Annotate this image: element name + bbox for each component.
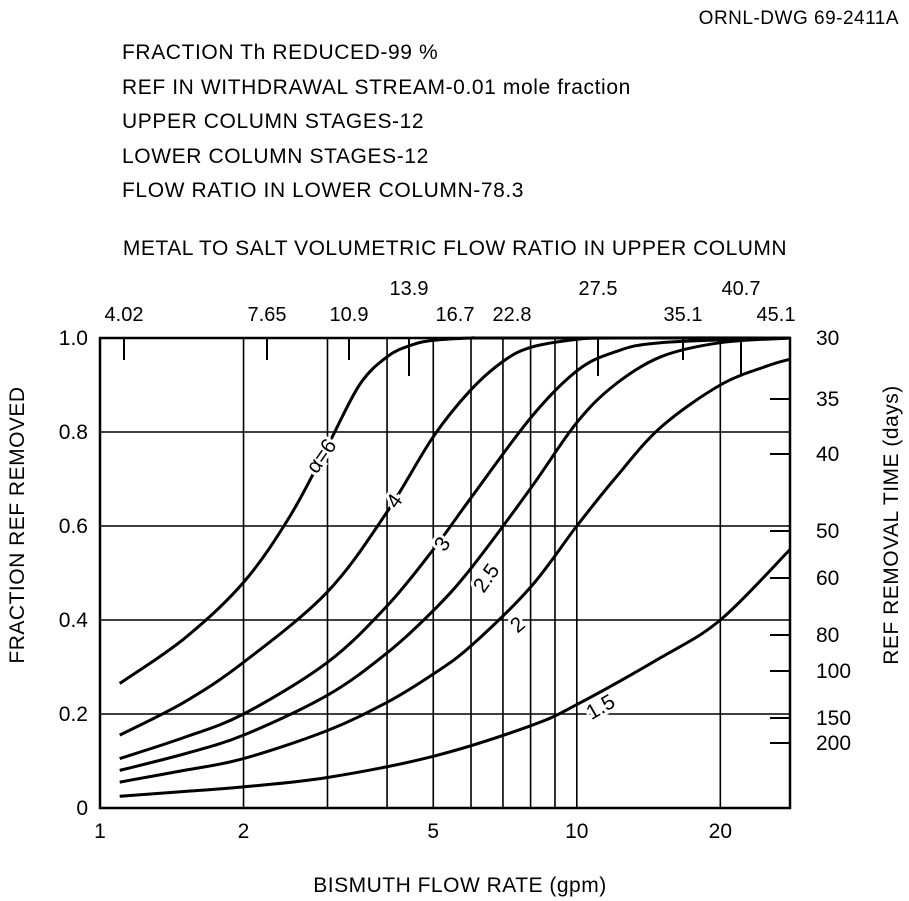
y2-axis-title: REF REMOVAL TIME (days): [880, 385, 903, 665]
top-axis-label: 10.9: [330, 304, 369, 326]
x-tick-label: 20: [709, 820, 732, 843]
right-axis-label: 80: [816, 624, 839, 647]
right-axis-label: 200: [816, 732, 851, 755]
param-upper-stages: UPPER COLUMN STAGES-12: [122, 110, 425, 133]
top-axis-label: 7.65: [248, 304, 287, 326]
y-tick-label: 0.8: [59, 421, 88, 444]
top-axis-label: 45.1: [757, 304, 796, 326]
x-tick-label: 10: [565, 820, 588, 843]
right-axis-label: 30: [816, 327, 839, 350]
right-axis-label: 35: [816, 388, 839, 411]
top-axis-label: 16.7: [436, 304, 475, 326]
param-fraction-th-reduced: FRACTION Th REDUCED-99 %: [122, 41, 439, 64]
series-label: 1.5: [582, 690, 619, 725]
top-axis-label: 13.9: [390, 278, 429, 300]
right-axis-label: 60: [816, 567, 839, 590]
series-label: 2: [506, 612, 530, 637]
curve-series-5: [119, 357, 791, 784]
x-tick-label: 2: [238, 820, 250, 843]
x-tick-label: 5: [427, 820, 439, 843]
x-axis-title: BISMUTH FLOW RATE (gpm): [313, 874, 606, 897]
curve-series-1: [118, 336, 790, 685]
top-axis-label: 40.7: [722, 278, 761, 300]
y-tick-label: 0.6: [59, 515, 88, 538]
param-flow-ratio-lower: FLOW RATIO IN LOWER COLUMN-78.3: [122, 179, 525, 202]
drawing-number: ORNL-DWG 69-2411A: [698, 8, 899, 29]
top-axis: 4.02 7.65 10.9 13.9 16.7 22.8 27.5 35.1 40.7 45.1: [105, 278, 796, 376]
top-axis-label: 35.1: [664, 304, 703, 326]
y-tick-label: 0: [76, 797, 88, 820]
y-tick-label: 1.0: [59, 327, 88, 350]
curve-series-6: [119, 548, 792, 798]
top-axis-title: METAL TO SALT VOLUMETRIC FLOW RATIO IN U…: [123, 237, 787, 260]
right-axis-label: 100: [816, 660, 851, 683]
right-axis-label: 40: [816, 443, 839, 466]
x-axis: 1 2 5 10 20: [94, 820, 732, 843]
right-axis-label: 150: [816, 707, 851, 730]
curve-series-2: [119, 336, 791, 737]
series-label: α=6: [302, 435, 342, 478]
x-tick-label: 1: [94, 820, 106, 843]
top-axis-label: 27.5: [579, 278, 618, 300]
top-axis-label: 4.02: [105, 304, 144, 326]
curves: [118, 336, 792, 798]
param-ref-withdrawal: REF IN WITHDRAWAL STREAM-0.01 mole fract…: [122, 75, 631, 99]
param-lower-stages: LOWER COLUMN STAGES-12: [122, 144, 429, 168]
y-tick-label: 0.4: [59, 609, 89, 632]
y-tick-label: 0.2: [59, 703, 88, 726]
y-axis: 0 0.2 0.4 0.6 0.8 1.0: [59, 327, 89, 820]
curve-series-3: [119, 336, 791, 761]
series-label: 4: [382, 490, 408, 513]
y-axis-title: FRACTION REF REMOVED: [6, 386, 29, 663]
top-axis-label: 22.8: [493, 304, 532, 326]
curve-series-4: [119, 336, 791, 772]
parameter-list: FRACTION Th REDUCED-99 % REF IN WITHDRAW…: [122, 36, 631, 209]
right-axis-label: 50: [816, 520, 839, 543]
